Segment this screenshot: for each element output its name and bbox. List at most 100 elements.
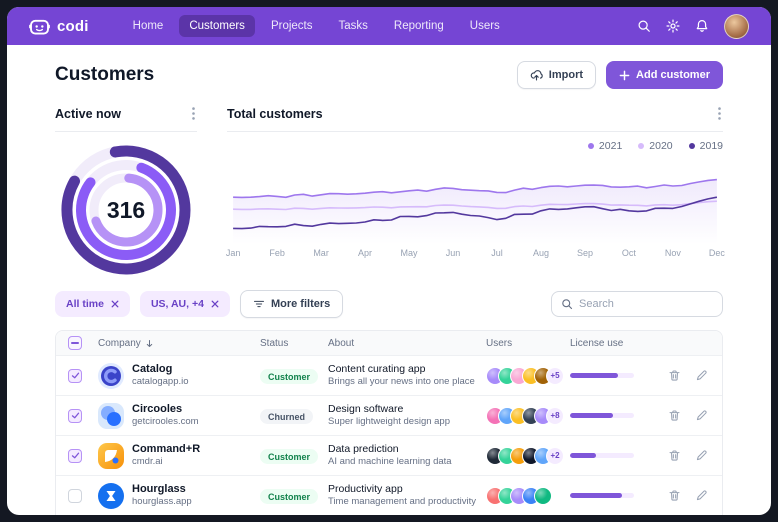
user-avatar[interactable] (724, 13, 749, 39)
month-label: Jul (491, 248, 503, 258)
legend-item-2020[interactable]: 2020 (638, 140, 673, 152)
filter-chip-label: US, AU, +4 (150, 298, 204, 310)
column-header-status[interactable]: Status (260, 337, 289, 349)
legend-dot-2020 (638, 143, 645, 149)
delete-trash-icon[interactable] (668, 369, 681, 382)
catalog-logo (98, 362, 124, 389)
status-badge: Customer (260, 489, 319, 504)
month-label: Jun (445, 248, 461, 258)
nav-item-home[interactable]: Home (132, 20, 164, 32)
column-header-about[interactable]: About (328, 337, 355, 349)
notifications-bell-icon[interactable] (695, 19, 709, 33)
legend-dot-2019 (688, 143, 695, 149)
edit-pencil-icon[interactable] (695, 489, 708, 502)
delete-trash-icon[interactable] (668, 409, 681, 422)
legend-label-2020: 2020 (649, 140, 673, 152)
select-all-checkbox[interactable] (68, 336, 82, 350)
plus-icon (619, 70, 630, 81)
month-label: Sep (576, 248, 593, 258)
search-box[interactable] (551, 291, 723, 317)
about-subtitle: Brings all your news into one place (328, 376, 475, 388)
nav-item-reporting[interactable]: Reporting (393, 20, 444, 32)
avatar (534, 486, 552, 505)
table-row[interactable]: Command+R cmdr.ai Customer Data predicti… (56, 435, 722, 475)
about-title: Design software (328, 402, 404, 415)
user-avatar-group: +5 (486, 366, 570, 385)
user-avatar-group: +2 (486, 446, 570, 465)
add-customer-label: Add customer (636, 69, 710, 81)
filters-bar: All time US, AU, +4 More filters (55, 290, 723, 318)
month-label: Jan (225, 248, 241, 258)
top-navbar: codi Home Customers Projects Tasks Repor… (7, 7, 771, 45)
total-customers-menu-icon[interactable] (716, 105, 723, 122)
total-customers-card: Total customers 2021 2020 (225, 105, 725, 276)
edit-pencil-icon[interactable] (695, 369, 708, 382)
month-label: Feb (269, 248, 285, 258)
search-icon[interactable] (637, 19, 651, 33)
nav-item-projects[interactable]: Projects (270, 20, 313, 32)
nav-item-customers[interactable]: Customers (179, 15, 255, 37)
filter-chip-label: All time (66, 298, 104, 310)
total-customers-title: Total customers (227, 106, 323, 121)
close-icon[interactable] (211, 300, 219, 308)
status-badge: Customer (260, 369, 319, 384)
chart-x-axis-labels: Jan Feb Mar Apr May Jun Jul Aug Sep Oct Nov Dec (225, 248, 725, 260)
settings-gear-icon[interactable] (666, 19, 680, 33)
table-row[interactable]: Catalog catalogapp.io Customer Content c… (56, 355, 722, 395)
legend-item-2021[interactable]: 2021 (587, 140, 622, 152)
nav-right-icons (637, 13, 749, 39)
active-now-card: Active now 316 (55, 105, 197, 276)
legend-item-2019[interactable]: 2019 (688, 140, 723, 152)
delete-trash-icon[interactable] (668, 449, 681, 462)
table-row[interactable]: Hourglass hourglass.app Customer Product… (56, 475, 722, 515)
delete-trash-icon[interactable] (668, 489, 681, 502)
command-r-logo (98, 442, 124, 469)
column-header-license[interactable]: License use (570, 337, 624, 349)
month-label: Oct (621, 248, 636, 258)
row-checkbox[interactable] (68, 488, 82, 503)
chart-legend: 2021 2020 2019 (227, 140, 723, 152)
row-checkbox[interactable] (68, 408, 82, 423)
add-customer-button[interactable]: Add customer (606, 61, 723, 89)
month-label: Aug (532, 248, 549, 258)
total-customers-line-chart (233, 178, 718, 244)
brand-logo[interactable]: codi (29, 18, 89, 35)
filter-chip-all-time[interactable]: All time (55, 291, 130, 317)
circooles-logo (98, 402, 124, 429)
month-label: Mar (313, 248, 329, 258)
about-subtitle: AI and machine learning data (328, 456, 452, 468)
column-header-company[interactable]: Company (98, 338, 260, 349)
brand-name: codi (57, 17, 89, 35)
table-row[interactable]: Circooles getcirooles.com Churned Design… (56, 395, 722, 435)
status-badge: Churned (260, 409, 313, 424)
nav-item-tasks[interactable]: Tasks (338, 20, 368, 32)
more-filters-button[interactable]: More filters (239, 290, 344, 318)
edit-pencil-icon[interactable] (695, 449, 708, 462)
table-header-row: Company Status About Users License use (56, 331, 722, 355)
row-checkbox[interactable] (68, 448, 82, 463)
active-now-title: Active now (55, 106, 121, 121)
search-input[interactable] (579, 298, 713, 310)
user-avatar-group: +8 (486, 406, 570, 425)
row-checkbox[interactable] (68, 368, 82, 383)
about-subtitle: Super lightweight design app (328, 416, 451, 428)
active-now-menu-icon[interactable] (190, 105, 197, 122)
extra-users-badge: +8 (546, 406, 564, 425)
filter-lines-icon (253, 298, 265, 310)
edit-pencil-icon[interactable] (695, 409, 708, 422)
more-filters-label: More filters (270, 298, 331, 310)
main-content: Customers Import Add customer (7, 45, 771, 515)
nav-item-users[interactable]: Users (469, 20, 500, 32)
month-label: Dec (708, 248, 725, 258)
import-button[interactable]: Import (516, 61, 597, 89)
filter-chip-countries[interactable]: US, AU, +4 (139, 291, 230, 317)
about-title: Data prediction (328, 442, 399, 455)
company-domain: getcirooles.com (132, 416, 199, 428)
close-icon[interactable] (111, 300, 119, 308)
user-avatar-group (486, 486, 570, 505)
import-button-label: Import (548, 69, 584, 81)
column-header-users[interactable]: Users (486, 337, 513, 349)
robot-logo-icon (29, 18, 50, 35)
company-domain: cmdr.ai (132, 456, 163, 468)
company-domain: catalogapp.io (132, 376, 189, 388)
